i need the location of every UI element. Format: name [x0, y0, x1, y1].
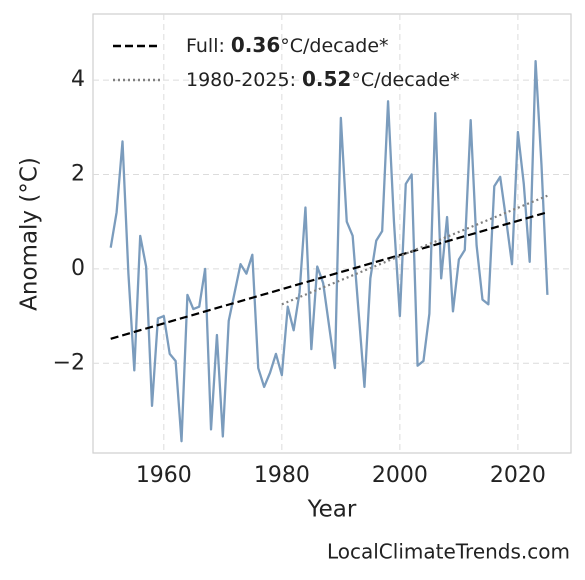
x-tick-label: 2000 — [372, 463, 428, 488]
y-axis-label: Anomaly (°C) — [17, 157, 43, 311]
legend-name: 1980-2025: — [186, 69, 296, 91]
x-tick-label: 1960 — [136, 463, 192, 488]
y-tick-label: 2 — [71, 161, 85, 186]
x-tick-label: 2020 — [490, 463, 546, 488]
data-line — [109, 60, 549, 443]
y-tick-label: 0 — [71, 256, 85, 281]
trend-line — [110, 211, 548, 340]
legend-name: Full: — [186, 35, 225, 57]
y-tick-label: −2 — [53, 350, 85, 375]
legend-rate: 0.52 — [302, 67, 351, 91]
legend-unit: °C/decade* — [280, 35, 388, 57]
watermark: LocalClimateTrends.com — [327, 540, 570, 564]
y-tick-label: 4 — [71, 67, 85, 92]
x-tick-label: 1980 — [254, 463, 310, 488]
legend-unit: °C/decade* — [351, 69, 459, 91]
x-axis-label: Year — [307, 497, 357, 523]
legend-label: 1980-2025: 0.52°C/decade* — [186, 67, 460, 91]
legend-rate: 0.36 — [231, 33, 280, 57]
legend-label: Full: 0.36°C/decade* — [186, 33, 389, 57]
